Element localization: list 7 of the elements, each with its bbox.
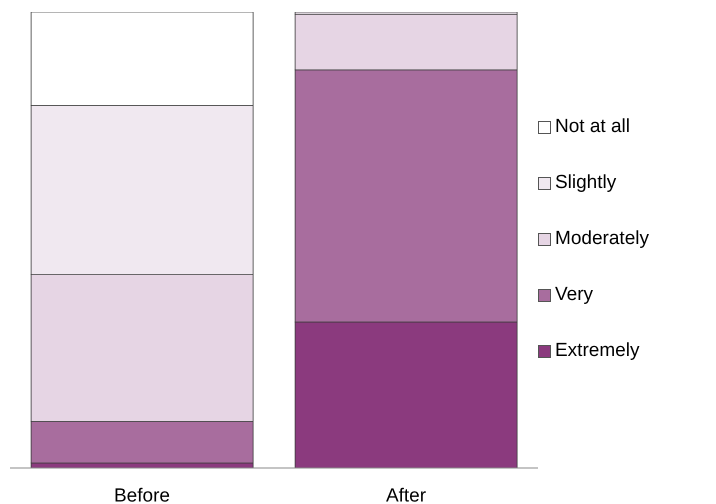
legend-label: Not at all [555,116,630,138]
legend-label: Moderately [555,228,649,250]
legend-label: Extremely [555,340,640,362]
x-tick-label: Before [114,485,170,504]
legend-label: Slightly [555,172,616,194]
series-label: Very [555,284,594,306]
x-tick-label: After [386,485,427,504]
